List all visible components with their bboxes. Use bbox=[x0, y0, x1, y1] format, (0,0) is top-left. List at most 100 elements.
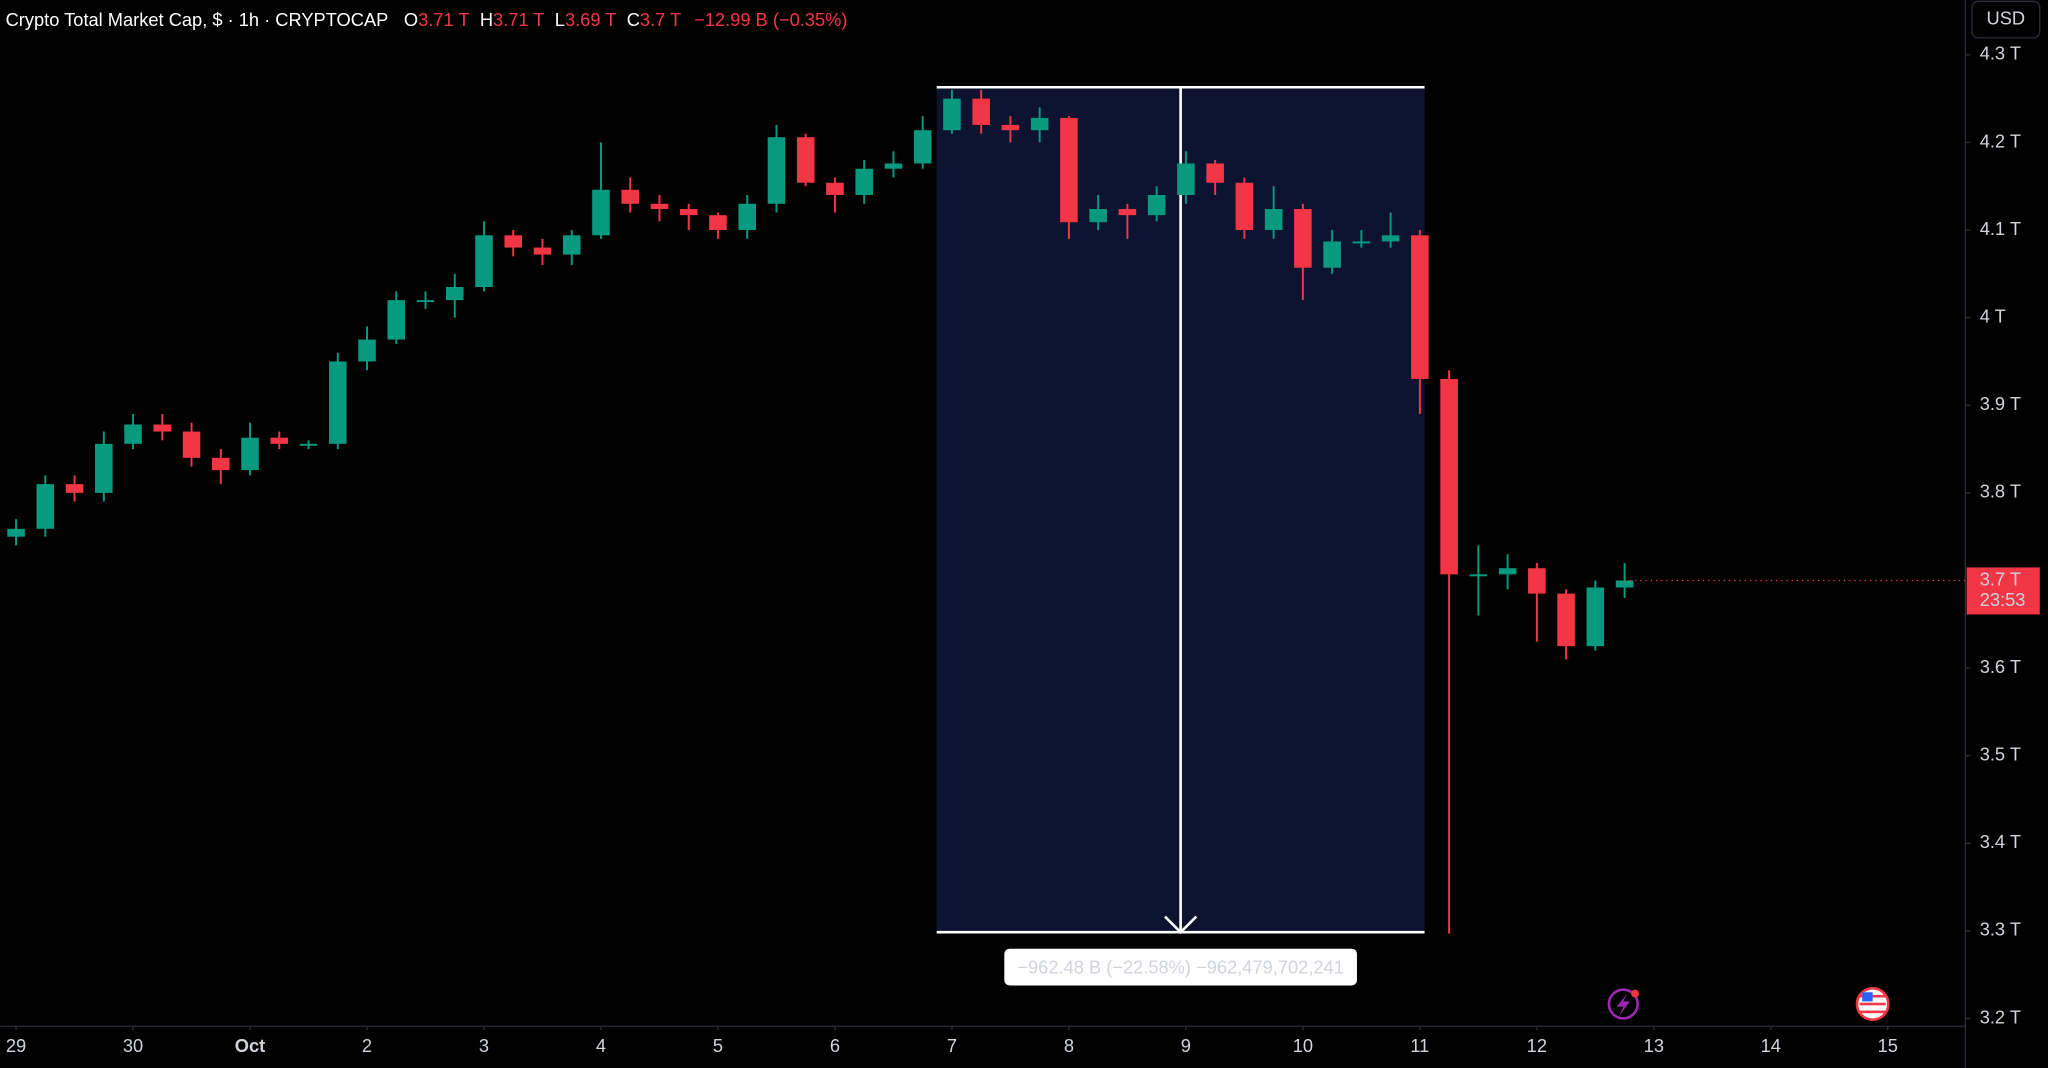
candle-body bbox=[1411, 235, 1429, 379]
x-tick-label: 13 bbox=[1644, 1035, 1664, 1056]
candle-body bbox=[1323, 241, 1341, 268]
candle-body bbox=[299, 443, 318, 446]
candle-body bbox=[679, 209, 698, 216]
candle-body bbox=[855, 168, 873, 196]
last-price-tag bbox=[1966, 567, 2040, 615]
flag-stripe[interactable] bbox=[1859, 1010, 1886, 1014]
candle-body bbox=[913, 130, 932, 164]
candle-body bbox=[1030, 117, 1049, 131]
x-tick-label: 15 bbox=[1878, 1035, 1898, 1056]
y-tick-label: 3.4 T bbox=[1980, 831, 2021, 852]
candle-body bbox=[1586, 587, 1605, 647]
candle-body bbox=[1060, 117, 1078, 223]
ohlc-value: 3.71 T bbox=[418, 9, 469, 30]
candle-body bbox=[1557, 593, 1575, 647]
x-tick-label: 14 bbox=[1761, 1035, 1781, 1056]
y-tick-label: 4 T bbox=[1980, 305, 2006, 326]
candle-body bbox=[1352, 241, 1371, 244]
candle-body bbox=[95, 443, 113, 493]
currency-label[interactable]: USD bbox=[1987, 7, 2026, 28]
x-tick-label: 5 bbox=[713, 1035, 723, 1056]
candle-body bbox=[1235, 182, 1254, 231]
flag-stripe[interactable] bbox=[1859, 1002, 1886, 1006]
candle-body bbox=[7, 528, 25, 537]
y-tick-label: 3.8 T bbox=[1980, 481, 2021, 502]
lightning-ring[interactable] bbox=[1607, 988, 1639, 1020]
x-tick-label: 29 bbox=[6, 1035, 26, 1056]
candle-body bbox=[241, 437, 259, 471]
currency-button[interactable]: USD bbox=[1971, 0, 2041, 39]
plot bbox=[7, 89, 1634, 934]
x-tick-label: 9 bbox=[1181, 1035, 1191, 1056]
measure-arrowhead bbox=[1164, 915, 1198, 935]
x-tick-label: 8 bbox=[1064, 1035, 1074, 1056]
candle-body bbox=[153, 424, 172, 432]
candle-body bbox=[1264, 209, 1283, 231]
candle-body bbox=[1206, 163, 1224, 183]
flag-canton[interactable] bbox=[1862, 992, 1873, 1002]
x-tick-label: 3 bbox=[479, 1035, 489, 1056]
lightning-bolt[interactable] bbox=[1616, 993, 1630, 1016]
candle-body bbox=[972, 98, 990, 125]
change: −12.99 B (−0.35%) bbox=[694, 9, 847, 30]
x-tick-label: 7 bbox=[947, 1035, 957, 1056]
ohlc-value: 3.7 T bbox=[640, 9, 681, 30]
ohlc-key: O bbox=[404, 9, 418, 30]
y-tick-label: 3.6 T bbox=[1980, 656, 2021, 677]
x-tick-label: 30 bbox=[123, 1035, 143, 1056]
x-tick-label: 2 bbox=[362, 1035, 372, 1056]
flag-icon[interactable] bbox=[1855, 987, 1890, 1021]
header: Crypto Total Market Cap, $ · 1h · CRYPTO… bbox=[6, 9, 848, 30]
candle-body bbox=[328, 361, 347, 444]
y-tick-label: 4.2 T bbox=[1980, 130, 2021, 151]
measure-label: −962.48 B (−22.58%) −962,479,702,241 bbox=[1017, 957, 1344, 978]
x-tick-label: 4 bbox=[596, 1035, 606, 1056]
candle-body bbox=[709, 215, 727, 231]
x-tick-label: Oct bbox=[235, 1035, 265, 1056]
ohlc-key: C bbox=[627, 9, 640, 30]
currency-button-frame[interactable] bbox=[1971, 0, 2041, 39]
lightning-icon[interactable] bbox=[1607, 988, 1639, 1020]
candle-body bbox=[387, 300, 406, 340]
symbol-title: Crypto Total Market Cap, $ · 1h · CRYPTO… bbox=[6, 9, 389, 30]
candle-body bbox=[270, 437, 289, 444]
candle-body bbox=[1615, 580, 1634, 588]
ohlc-value: 3.71 T bbox=[493, 9, 544, 30]
y-tick-label: 3.3 T bbox=[1980, 919, 2021, 940]
x-tick-label: 11 bbox=[1410, 1035, 1429, 1056]
candle-body bbox=[1177, 163, 1195, 196]
candle-body bbox=[1528, 568, 1546, 594]
y-tick-label: 3.5 T bbox=[1980, 744, 2021, 765]
y-tick-label: 3.9 T bbox=[1980, 393, 2021, 414]
candle-body bbox=[182, 431, 201, 458]
candle-body bbox=[767, 137, 786, 204]
y-tick-label: 4.1 T bbox=[1980, 218, 2021, 239]
ohlc-value: 3.69 T bbox=[565, 9, 616, 30]
y-tick-label: 3.2 T bbox=[1980, 1006, 2021, 1027]
candle-body bbox=[1118, 209, 1137, 216]
measure-layer bbox=[936, 85, 1425, 935]
candle-body bbox=[1440, 378, 1458, 575]
candle-body bbox=[65, 484, 84, 493]
ohlc-key: L bbox=[555, 9, 565, 30]
candle-body bbox=[124, 424, 142, 444]
candle-body bbox=[1089, 209, 1107, 223]
notification-dot[interactable] bbox=[1631, 989, 1639, 998]
candle-body bbox=[738, 203, 756, 231]
candle-body bbox=[504, 235, 523, 248]
countdown-label: 23:53 bbox=[1980, 589, 2026, 610]
x-tick-label: 12 bbox=[1527, 1035, 1547, 1056]
candle-body bbox=[416, 300, 435, 303]
candle-body bbox=[884, 163, 903, 169]
candle-body bbox=[621, 189, 640, 204]
candle-body bbox=[592, 189, 610, 236]
last-price-label: 3.7 T bbox=[1980, 568, 2021, 589]
candle-body bbox=[826, 182, 844, 196]
x-tick-label: 10 bbox=[1293, 1035, 1313, 1056]
candle-body bbox=[1381, 235, 1400, 242]
candle-body bbox=[1498, 568, 1517, 575]
candle-body bbox=[1147, 195, 1166, 216]
